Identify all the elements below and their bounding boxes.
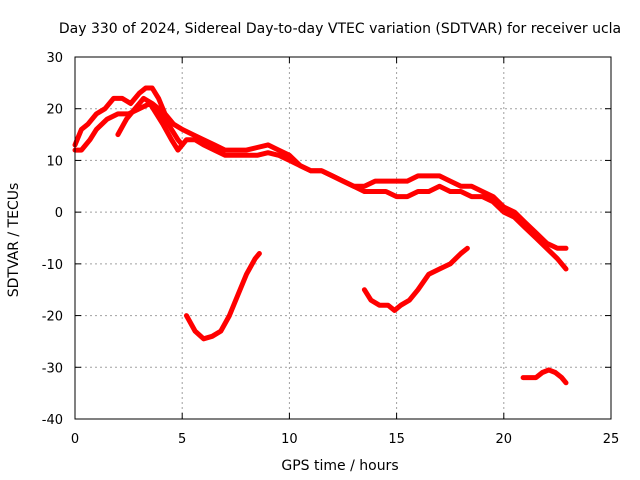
y-tick-label: 0 — [55, 206, 63, 221]
series-dip-2 — [361, 245, 470, 313]
x-axis-ticks: 0 5 10 15 20 25 — [71, 57, 619, 447]
series-tail — [520, 367, 569, 386]
series-dip-1 — [184, 251, 262, 342]
grid-lines — [75, 57, 611, 419]
plot-frame — [74, 56, 612, 420]
x-tick-label: 10 — [281, 432, 298, 447]
y-tick-label: 10 — [46, 154, 63, 169]
y-tick-label: 20 — [46, 103, 63, 118]
y-axis-ticks: -40 -30 -20 -10 0 10 20 30 — [42, 51, 611, 428]
series-band-lower — [72, 101, 569, 272]
x-tick-label: 15 — [388, 432, 405, 447]
y-tick-label: -10 — [42, 258, 63, 273]
y-tick-label: -40 — [42, 413, 63, 428]
series-band-upper — [72, 85, 569, 251]
x-tick-label: 25 — [603, 432, 620, 447]
x-tick-label: 20 — [496, 432, 513, 447]
x-tick-label: 5 — [178, 432, 186, 447]
x-tick-label: 0 — [71, 432, 79, 447]
y-axis-label: SDTVAR / TECUs — [6, 183, 22, 298]
y-tick-label: 30 — [46, 51, 63, 66]
y-tick-label: -20 — [42, 310, 63, 325]
data-series — [72, 85, 569, 386]
y-tick-label: -30 — [42, 361, 63, 376]
chart-title: Day 330 of 2024, Sidereal Day-to-day VTE… — [59, 21, 621, 37]
x-axis-label: GPS time / hours — [281, 458, 398, 474]
series-band-spur — [115, 95, 185, 148]
